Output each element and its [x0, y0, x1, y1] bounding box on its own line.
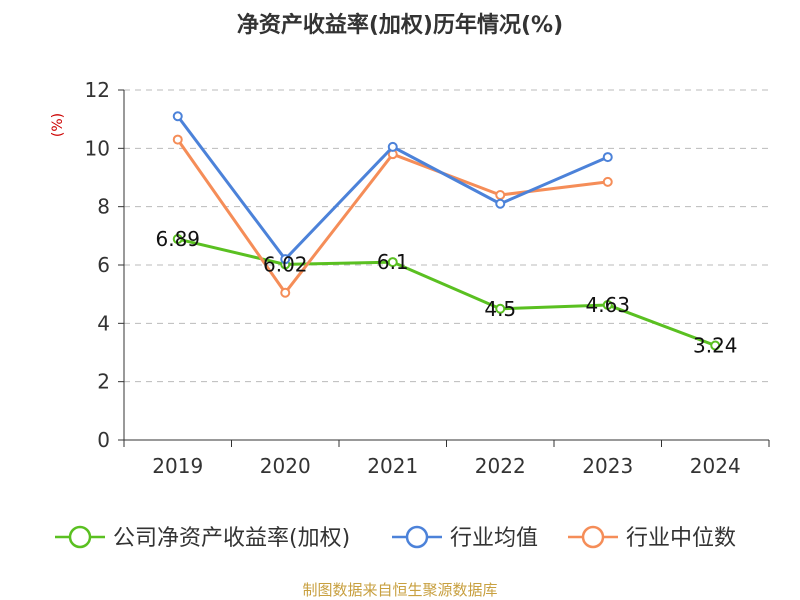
data-label: 4.5	[484, 297, 516, 321]
y-axis-label: (%)	[50, 113, 66, 137]
axes	[118, 89, 770, 447]
y-tick-label: 12	[85, 78, 110, 102]
data-point	[602, 152, 613, 163]
data-point	[172, 111, 183, 122]
series-lines	[172, 111, 721, 351]
data-label: 6.1	[377, 250, 409, 274]
legend-marker	[581, 525, 605, 549]
y-tick-label: 4	[97, 311, 110, 335]
data-point	[387, 257, 398, 268]
data-point	[602, 299, 613, 310]
data-point	[172, 134, 183, 145]
data-point	[280, 254, 291, 265]
data-point	[172, 234, 183, 245]
legend-marker	[68, 525, 92, 549]
legend[interactable]: 公司净资产收益率(加权) 行业均值 行业中位数	[55, 525, 736, 551]
legend-item-1[interactable]: 行业均值	[392, 525, 538, 551]
data-point	[495, 303, 506, 314]
y-tick-labels: 0 2 4 6 8 10 12	[85, 78, 110, 452]
gridlines	[124, 89, 769, 383]
y-tick-label: 6	[97, 253, 110, 277]
x-tick-label: 2023	[582, 454, 633, 478]
legend-label: 公司净资产收益率(加权)	[113, 526, 350, 551]
x-tick-label: 2020	[260, 454, 311, 478]
data-point	[710, 340, 721, 351]
chart-title: 净资产收益率(加权)历年情况(%)	[237, 12, 563, 38]
x-tick-label: 2019	[152, 454, 203, 478]
data-point	[602, 176, 613, 187]
y-tick-label: 0	[97, 428, 110, 452]
source-note: 制图数据来自恒生聚源数据库	[302, 581, 497, 599]
data-labels: 6.89 6.02 6.1 4.5 4.63 3.24	[155, 227, 737, 357]
data-point	[280, 287, 291, 298]
y-tick-label: 10	[85, 136, 110, 160]
x-tick-labels: 2019 2020 2021 2022 2023 2024	[152, 454, 740, 478]
legend-label: 行业均值	[450, 526, 538, 551]
legend-item-2[interactable]: 行业中位数	[568, 525, 736, 551]
x-tick-label: 2021	[367, 454, 418, 478]
data-label: 3.24	[693, 334, 738, 358]
data-point	[495, 190, 506, 200]
data-label: 6.89	[155, 227, 200, 251]
legend-item-0[interactable]: 公司净资产收益率(加权)	[55, 525, 350, 551]
data-point	[387, 141, 398, 152]
legend-label: 行业中位数	[626, 526, 736, 551]
data-label: 6.02	[263, 252, 308, 276]
series-line-0	[177, 237, 716, 347]
series-line-1	[176, 115, 609, 261]
legend-marker	[405, 525, 429, 549]
data-label: 4.63	[585, 293, 630, 317]
y-tick-label: 2	[97, 370, 110, 394]
data-point	[495, 198, 506, 209]
x-tick-label: 2022	[475, 454, 526, 478]
y-tick-label: 8	[97, 195, 110, 219]
x-tick-label: 2024	[690, 454, 741, 478]
